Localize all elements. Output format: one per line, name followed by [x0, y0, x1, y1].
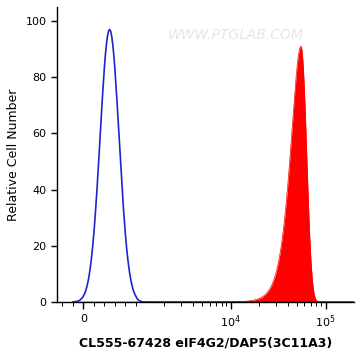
Text: WWW.PTGLAB.COM: WWW.PTGLAB.COM	[167, 28, 303, 42]
Y-axis label: Relative Cell Number: Relative Cell Number	[7, 88, 20, 221]
X-axis label: CL555-67428 eIF4G2/DAP5(3C11A3): CL555-67428 eIF4G2/DAP5(3C11A3)	[79, 336, 332, 349]
